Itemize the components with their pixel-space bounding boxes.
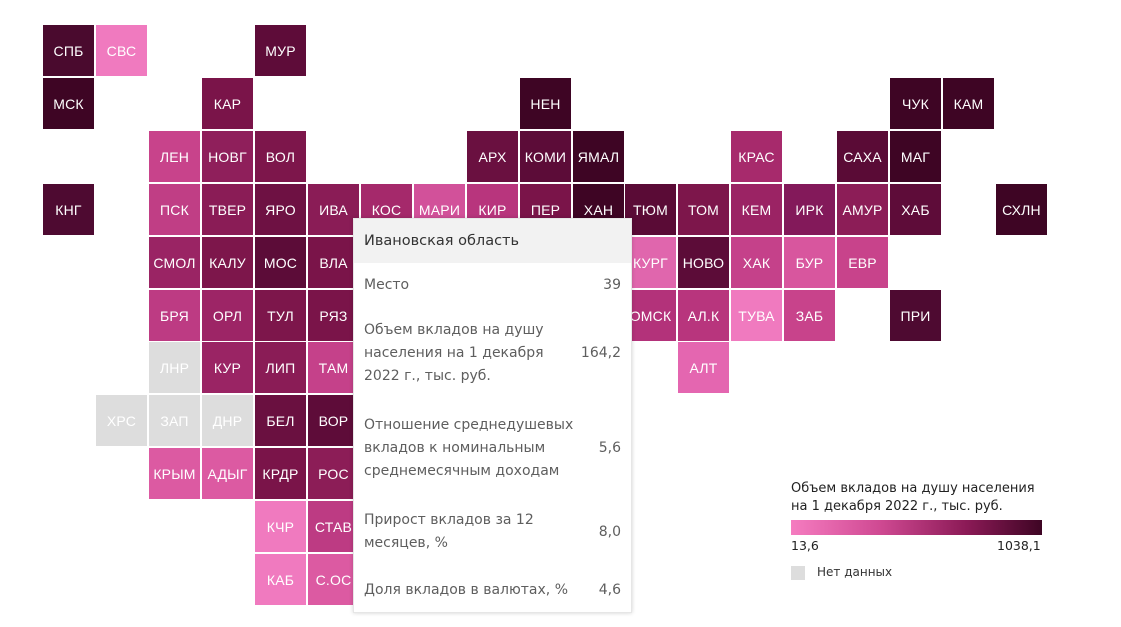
region-tile[interactable]: КРЫМ [149,448,200,499]
region-tile[interactable]: КЕМ [731,184,782,235]
region-tile[interactable]: САХА [837,131,888,182]
region-tile[interactable]: БУР [784,237,835,288]
region-tile[interactable]: СТАВ [308,501,359,552]
tooltip-row-currency-share: Доля вкладов в валютах, % 4,6 [364,579,621,602]
region-tile[interactable]: ПРИ [890,290,941,341]
tooltip-row-rank: Место 39 [364,274,621,297]
tooltip-label: Объем вкладов на душу населения на 1 дек… [364,322,544,384]
region-tile[interactable]: БРЯ [149,290,200,341]
region-tile[interactable]: ВЛА [308,237,359,288]
color-legend: Объем вкладов на душу населения на 1 дек… [791,480,1051,580]
region-tile[interactable]: ЯМАЛ [573,131,624,182]
region-tile[interactable]: КЧР [255,501,306,552]
region-tile[interactable]: КРДР [255,448,306,499]
region-tile[interactable]: РЯЗ [308,290,359,341]
region-tile[interactable]: СМОЛ [149,237,200,288]
region-tile[interactable]: С.ОС [308,554,359,605]
region-tile[interactable]: ЗАП [149,395,200,446]
region-tile[interactable]: СВС [96,25,147,76]
legend-title: Объем вкладов на душу населения на 1 дек… [791,481,1035,514]
region-tile[interactable]: НЕН [520,78,571,129]
region-tile[interactable]: ТАМ [308,342,359,393]
region-tile[interactable]: АЛТ [678,342,729,393]
region-tile[interactable]: ЕВР [837,237,888,288]
region-tile[interactable]: АРХ [467,131,518,182]
region-tile[interactable]: ВОЛ [255,131,306,182]
tooltip-label: Отношение среднедушевых вкладов к номина… [364,417,574,479]
tooltip-title: Ивановская область [354,219,631,263]
region-tile[interactable]: ТОМ [678,184,729,235]
region-tile[interactable]: ХРС [96,395,147,446]
region-tile[interactable]: НОВГ [202,131,253,182]
region-tile[interactable]: ДНР [202,395,253,446]
region-tile[interactable]: ЯРО [255,184,306,235]
region-tile[interactable]: КАМ [943,78,994,129]
region-tile[interactable]: ТУВА [731,290,782,341]
tooltip-row-deposit-growth: Прирост вкладов за 12 месяцев, % 8,0 [364,509,621,555]
region-tile[interactable]: ИРК [784,184,835,235]
region-tile[interactable]: ТУЛ [255,290,306,341]
tooltip-value: 164,2 [580,345,621,361]
tooltip-value: 5,6 [598,440,621,456]
region-tile[interactable]: КУРГ [625,237,676,288]
legend-gradient-bar [791,520,1042,535]
tooltip-row-deposits-per-capita: Объем вкладов на душу населения на 1 дек… [364,319,621,388]
region-tile[interactable]: ХАБ [890,184,941,235]
region-tile[interactable]: КНГ [43,184,94,235]
region-tile[interactable]: АДЫГ [202,448,253,499]
region-tile[interactable]: ЛИП [255,342,306,393]
region-tile[interactable]: ПСК [149,184,200,235]
region-tile[interactable]: РОС [308,448,359,499]
tooltip-label: Доля вкладов в валютах, % [364,582,568,598]
region-tile[interactable]: АМУР [837,184,888,235]
tooltip-value: 4,6 [598,582,621,598]
region-tile[interactable]: ОМСК [625,290,676,341]
region-tile[interactable]: ОРЛ [202,290,253,341]
region-tile[interactable]: ВОР [308,395,359,446]
region-tile[interactable]: ЛНР [149,342,200,393]
legend-nodata-swatch [791,566,805,580]
region-tile[interactable]: ХАК [731,237,782,288]
region-tile[interactable]: КУР [202,342,253,393]
region-tile[interactable]: КАЛУ [202,237,253,288]
tooltip-label: Прирост вкладов за 12 месяцев, % [364,512,534,551]
region-tile[interactable]: ЗАБ [784,290,835,341]
region-tile[interactable]: ТВЕР [202,184,253,235]
region-tile[interactable]: КОМИ [520,131,571,182]
legend-max-value: 1038,1 [997,538,1041,553]
region-tooltip: Ивановская область Место 39 Объем вкладо… [353,218,632,613]
region-tile[interactable]: СПБ [43,25,94,76]
tooltip-value: 8,0 [598,523,621,540]
legend-min-value: 13,6 [791,538,819,553]
region-tile[interactable]: ТЮМ [625,184,676,235]
region-tile[interactable]: НОВО [678,237,729,288]
region-tile[interactable]: ИВА [308,184,359,235]
region-tile[interactable]: АЛ.К [678,290,729,341]
region-tile[interactable]: МОС [255,237,306,288]
region-tile[interactable]: МАГ [890,131,941,182]
region-tile[interactable]: КАБ [255,554,306,605]
legend-nodata-label: Нет данных [817,565,893,579]
tooltip-row-deposit-income-ratio: Отношение среднедушевых вкладов к номина… [364,414,621,483]
tooltip-label: Место [364,277,410,293]
region-tile[interactable]: СХЛН [996,184,1047,235]
tooltip-value: 39 [603,277,621,293]
region-tile[interactable]: КАР [202,78,253,129]
region-tile[interactable]: МСК [43,78,94,129]
region-tile[interactable]: ЧУК [890,78,941,129]
region-tile[interactable]: БЕЛ [255,395,306,446]
region-tile[interactable]: ЛЕН [149,131,200,182]
region-tile[interactable]: КРАС [731,131,782,182]
region-tile[interactable]: МУР [255,25,306,76]
